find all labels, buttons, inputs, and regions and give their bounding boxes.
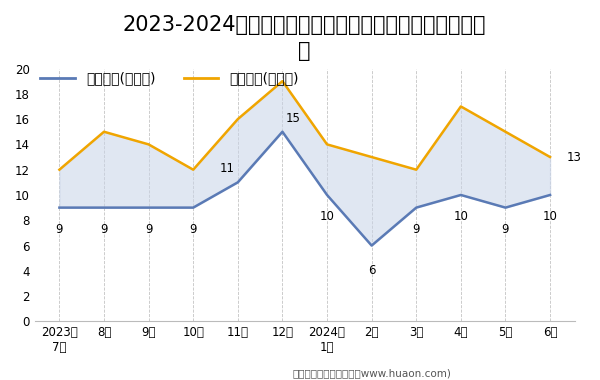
进口总额(亿美元) (234, 117, 241, 121)
Line: 进口总额(亿美元): 进口总额(亿美元) (59, 81, 550, 170)
进口总额(亿美元) (502, 130, 509, 134)
出口总额(亿美元) (145, 205, 152, 210)
出口总额(亿美元) (457, 193, 464, 197)
出口总额(亿美元) (100, 205, 107, 210)
Text: 13: 13 (567, 150, 581, 163)
Line: 出口总额(亿美元): 出口总额(亿美元) (59, 132, 550, 245)
出口总额(亿美元) (368, 243, 375, 248)
进口总额(亿美元) (368, 155, 375, 159)
Text: 9: 9 (145, 223, 152, 236)
Text: 9: 9 (190, 223, 197, 236)
进口总额(亿美元) (547, 155, 554, 159)
Text: 10: 10 (320, 210, 334, 223)
进口总额(亿美元) (279, 79, 286, 84)
进口总额(亿美元) (457, 104, 464, 109)
Text: 11: 11 (219, 162, 234, 176)
进口总额(亿美元) (100, 130, 107, 134)
Text: 15: 15 (286, 112, 301, 125)
进口总额(亿美元) (190, 168, 197, 172)
Text: 制图：华经产业研究院（www.huaon.com): 制图：华经产业研究院（www.huaon.com) (293, 368, 451, 378)
Legend: 出口总额(亿美元), 进口总额(亿美元): 出口总额(亿美元), 进口总额(亿美元) (35, 66, 304, 91)
出口总额(亿美元) (234, 180, 241, 185)
出口总额(亿美元) (413, 205, 420, 210)
Title: 2023-2024年内蒙古自治区商品收发货人所在地进、出口
额: 2023-2024年内蒙古自治区商品收发货人所在地进、出口 额 (123, 15, 487, 62)
出口总额(亿美元) (56, 205, 63, 210)
进口总额(亿美元) (145, 142, 152, 147)
进口总额(亿美元) (56, 168, 63, 172)
出口总额(亿美元) (547, 193, 554, 197)
Text: 6: 6 (368, 264, 376, 277)
进口总额(亿美元) (323, 142, 331, 147)
Text: 9: 9 (412, 223, 420, 236)
Text: 10: 10 (542, 210, 557, 223)
Text: 10: 10 (454, 210, 468, 223)
Text: 9: 9 (56, 223, 63, 236)
出口总额(亿美元) (323, 193, 331, 197)
出口总额(亿美元) (502, 205, 509, 210)
Text: 9: 9 (502, 223, 509, 236)
出口总额(亿美元) (190, 205, 197, 210)
进口总额(亿美元) (413, 168, 420, 172)
Text: 9: 9 (100, 223, 108, 236)
出口总额(亿美元) (279, 130, 286, 134)
